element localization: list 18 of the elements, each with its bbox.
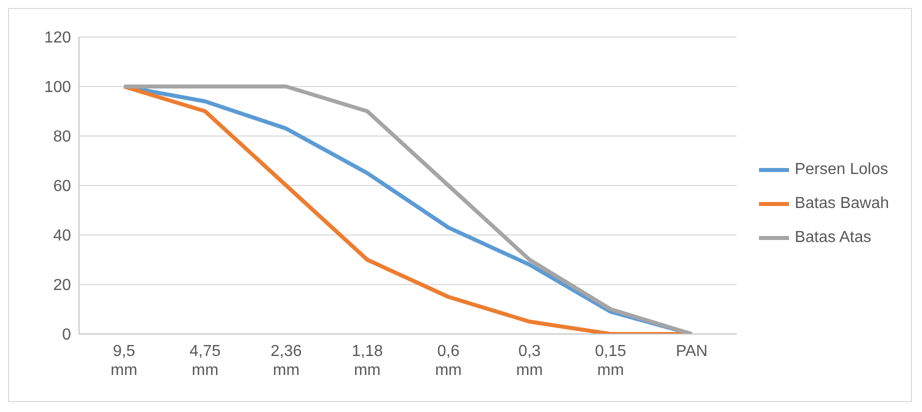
x-tick-label: 0,3 mm (516, 343, 543, 379)
x-tick-label: 9,5 mm (110, 343, 138, 379)
y-tick-label: 80 (53, 128, 72, 146)
y-tick-label: 60 (53, 178, 72, 196)
x-tick-label: 2,36 mm (270, 343, 302, 379)
x-tick-label: 0,15 mm (595, 343, 626, 379)
y-tick-label: 20 (53, 277, 72, 294)
y-tick-label: 120 (44, 30, 72, 47)
x-tick-label: PAN (676, 343, 708, 360)
legend-label: Batas Bawah (794, 195, 889, 213)
x-tick-label: 4,75 mm (190, 343, 221, 379)
y-tick-label: 100 (44, 79, 72, 96)
legend-label: Batas Atas (794, 229, 872, 247)
x-tick-label: 1,18 mm (352, 343, 383, 379)
x-tick-label: 0,6 mm (435, 343, 462, 379)
y-tick-label: 40 (53, 228, 72, 245)
legend-label: Persen Lolos (794, 161, 888, 179)
y-tick-label: 0 (62, 326, 72, 344)
